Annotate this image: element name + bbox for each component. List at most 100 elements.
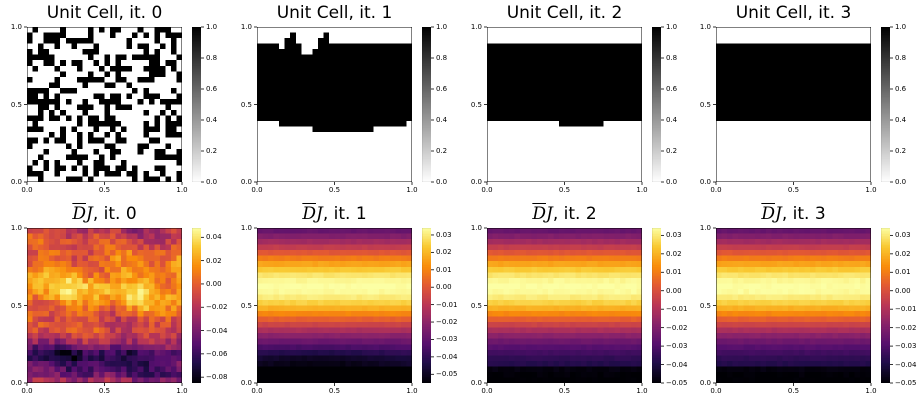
heatmap-cell: [317, 93, 324, 100]
heatmap-cell: [71, 54, 77, 61]
colorbar-step: [652, 160, 661, 162]
heatmap-cell: [558, 54, 565, 61]
heatmap-cell: [87, 377, 94, 383]
heatmap-cell: [49, 60, 55, 66]
heatmap-cell: [400, 165, 407, 172]
heatmap-cell: [787, 32, 794, 39]
heatmap-cell: [536, 143, 543, 149]
heatmap-cell: [362, 110, 368, 116]
heatmap-cell: [503, 165, 510, 172]
colorbar-step: [422, 171, 431, 173]
heatmap-cell: [273, 82, 280, 89]
heatmap-cell: [98, 327, 105, 334]
heatmap-cell: [170, 60, 177, 66]
heatmap-cell: [154, 159, 160, 166]
colorbar-step: [881, 133, 890, 136]
heatmap-cell: [804, 137, 811, 144]
heatmap-cell: [727, 27, 733, 33]
heatmap-cell: [865, 159, 871, 166]
heatmap-cell: [71, 244, 77, 251]
heatmap-cell: [356, 165, 363, 172]
heatmap-cell: [60, 27, 66, 33]
heatmap-cell: [38, 244, 44, 251]
heatmap-cell: [268, 170, 274, 177]
colorbar-step: [422, 172, 431, 175]
heatmap-cell: [498, 98, 504, 105]
heatmap-cell: [121, 49, 127, 55]
heatmap-cell: [799, 126, 805, 133]
heatmap-cell: [82, 250, 89, 256]
heatmap-cell: [93, 233, 100, 240]
heatmap-cell: [126, 299, 133, 306]
heatmap-cell: [608, 165, 615, 172]
heatmap-cell: [351, 244, 357, 251]
heatmap-cell: [395, 233, 402, 240]
heatmap-cell: [38, 233, 44, 240]
heatmap-cell: [132, 154, 138, 160]
heatmap-cell: [312, 272, 319, 278]
heatmap-cell: [498, 115, 504, 122]
heatmap-cell: [76, 76, 83, 83]
heatmap-cell: [553, 132, 560, 138]
heatmap-cell: [727, 176, 733, 182]
heatmap-cell: [317, 126, 324, 133]
heatmap-cell: [71, 170, 77, 177]
heatmap-cell: [782, 98, 789, 105]
heatmap-cell: [503, 170, 510, 177]
heatmap-cell: [525, 170, 532, 177]
colorbar-step: [652, 171, 661, 173]
heatmap-cell: [837, 38, 844, 44]
heatmap-cell: [754, 143, 761, 149]
heatmap-cell: [592, 49, 598, 55]
colorbar-step: [652, 78, 661, 80]
heatmap-cell: [60, 43, 66, 50]
colorbar-step: [652, 109, 661, 111]
heatmap-cell: [104, 288, 111, 295]
heatmap-cell: [137, 148, 144, 155]
heatmap-cell: [60, 239, 66, 245]
heatmap-cell: [597, 121, 604, 127]
heatmap-cell: [395, 305, 402, 312]
heatmap-cell: [603, 43, 609, 50]
colorbar-step: [422, 174, 431, 176]
heatmap-cell: [581, 49, 587, 55]
heatmap-cell: [284, 283, 291, 290]
heatmap-cell: [367, 110, 374, 116]
heatmap-cell: [148, 294, 155, 301]
heatmap-cell: [284, 82, 291, 89]
heatmap-cell: [630, 170, 637, 177]
colorbar-step: [422, 79, 431, 82]
heatmap-cell: [71, 132, 77, 138]
heatmap-cell: [362, 38, 368, 44]
heatmap-cell: [295, 176, 302, 182]
heatmap-cell: [367, 176, 374, 182]
heatmap-cell: [284, 121, 291, 127]
colorbar-step: [192, 82, 201, 85]
heatmap-cell: [301, 283, 307, 290]
heatmap-cell: [76, 71, 83, 77]
heatmap-cell: [82, 159, 89, 166]
heatmap-cell: [395, 104, 402, 111]
heatmap-cell: [586, 65, 593, 72]
heatmap-cell: [27, 371, 33, 378]
heatmap-cell: [132, 71, 138, 77]
heatmap-cell: [87, 239, 94, 245]
heatmap-cell: [400, 154, 407, 160]
heatmap-cell: [98, 239, 105, 245]
heatmap-cell: [503, 104, 510, 111]
heatmap-cell: [132, 333, 138, 339]
heatmap-cell: [126, 137, 133, 144]
heatmap-cell: [165, 126, 172, 133]
heatmap-cell: [727, 165, 733, 172]
heatmap-cell: [323, 159, 330, 166]
heatmap-cell: [121, 327, 127, 334]
heatmap-cell: [148, 132, 155, 138]
heatmap-cell: [65, 322, 72, 328]
heatmap-cell: [389, 27, 396, 33]
colorbar-step: [652, 40, 661, 43]
heatmap-cell: [54, 261, 61, 267]
heatmap-cell: [760, 159, 766, 166]
colorbar-step: [422, 73, 431, 76]
heatmap-cell: [732, 148, 739, 155]
heatmap-cell: [400, 43, 407, 50]
